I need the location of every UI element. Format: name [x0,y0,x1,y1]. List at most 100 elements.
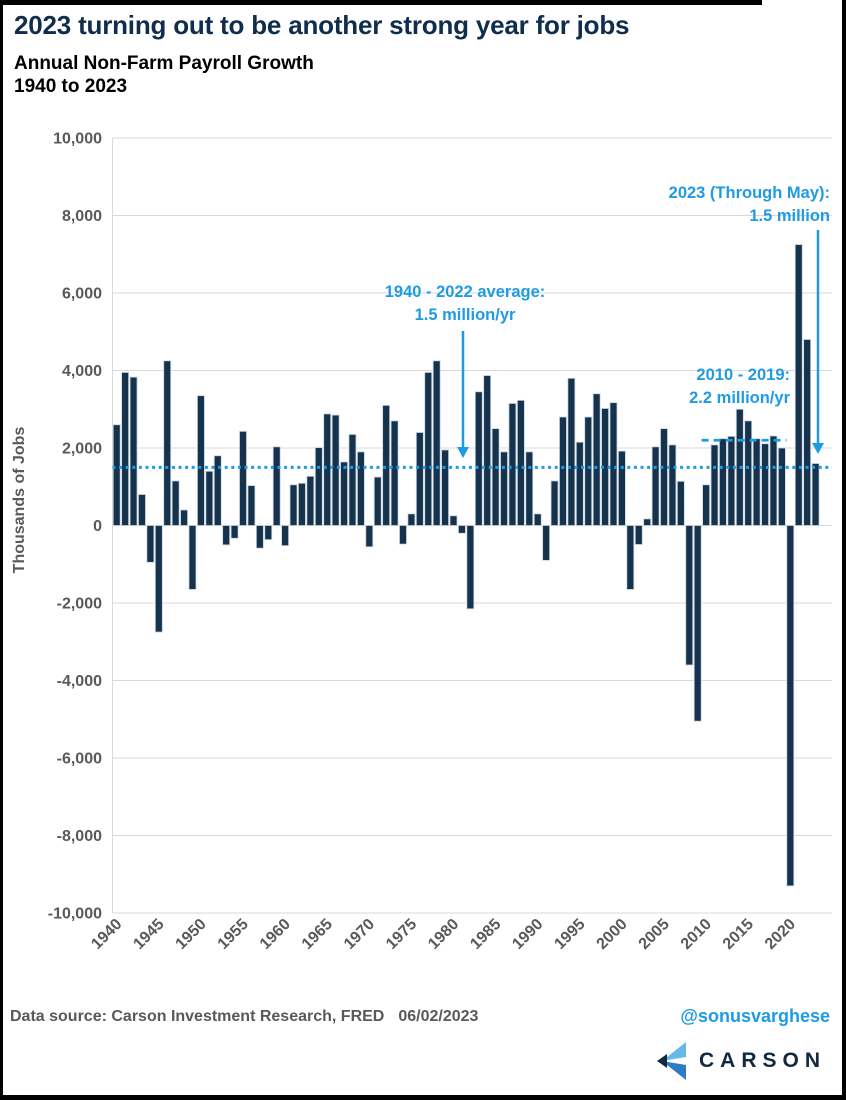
chart-subtitle: Annual Non-Farm Payroll Growth 1940 to 2… [14,52,314,98]
bar-2019 [777,447,786,526]
y-tick--8,000: -8,000 [57,828,102,845]
decade-annotation-line2: 2.2 million/yr [689,389,790,407]
bar-1969 [356,451,365,526]
average-annotation-arrowhead [457,447,469,458]
bar-2013 [727,435,736,526]
y-tick-8,000: 8,000 [62,208,102,225]
bar-1945 [154,525,163,633]
bar-1967 [340,461,348,526]
bar-1950 [197,395,205,526]
y-tick--10,000: -10,000 [48,906,102,923]
x-tick-1990: 1990 [509,916,546,953]
bar-1970 [365,525,374,548]
bottom-border [0,1095,846,1100]
x-tick-1985: 1985 [467,916,504,953]
y-tick-10,000: 10,000 [53,131,102,148]
x-tick-2010: 2010 [678,916,715,953]
bar-1983 [474,391,483,526]
subtitle-line-1: Annual Non-Farm Payroll Growth [14,53,314,74]
bar-2012 [719,438,727,526]
x-tick-1950: 1950 [173,916,210,953]
bar-1952 [213,455,222,526]
x-tick-2005: 2005 [636,916,673,953]
left-border [0,0,3,1100]
bar-2001 [626,525,635,590]
bar-1951 [205,470,214,526]
bar-1972 [382,404,391,526]
bar-2007 [676,480,685,526]
bar-1994 [567,377,576,526]
bar-1962 [298,482,306,526]
bar-2016 [752,438,761,526]
carson-logo-icon [656,1042,686,1080]
bar-1944 [146,525,155,563]
bar-2006 [668,444,677,526]
x-tick-1945: 1945 [130,916,167,953]
bar-1966 [331,414,340,526]
bar-1982 [466,525,475,610]
data-source-date: 06/02/2023 [398,1008,479,1025]
x-tick-1960: 1960 [257,916,294,953]
bar-2011 [710,444,719,526]
x-tick-1980: 1980 [425,916,462,953]
x-tick-1975: 1975 [383,916,420,953]
bar-2004 [651,446,660,526]
bar-1984 [483,375,492,526]
bar-2021 [794,244,803,526]
bar-1965 [323,413,332,526]
data-source-label: Data source: Carson Investment Research,… [10,1008,385,1025]
bar-2018 [769,435,778,526]
bar-1943 [138,494,146,526]
bar-1989 [525,451,534,526]
annotation-2023-line2: 1.5 million [749,207,830,225]
bar-1963 [306,475,315,526]
y-axis-title: Thousands of Jobs [11,427,28,574]
annotation-2023-line1: 2023 (Through May): [669,184,830,202]
bar-2008 [685,525,694,666]
bar-1971 [373,476,382,526]
bar-1958 [264,525,273,541]
bar-1956 [247,485,256,526]
bar-1961 [289,484,298,526]
bar-2022 [803,339,812,526]
x-tick-2020: 2020 [762,916,799,953]
x-tick-1970: 1970 [341,916,378,953]
bar-1954 [230,525,239,539]
bar-1947 [171,480,180,526]
carson-logo-wordmark: CARSON [698,1049,826,1072]
bar-1955 [239,430,247,526]
y-axis-tick-labels: 10,000 8,000 6,000 4,000 2,000 0 -2,000 -4,000 -… [48,131,102,923]
bar-1979 [441,449,449,526]
carson-logo: CARSON [656,1042,826,1080]
bar-1976 [415,432,424,526]
bar-1949 [188,525,197,590]
bar-chart: 10,000 8,000 6,000 4,000 2,000 0 -2,000 -4,000 -… [11,131,832,953]
y-tick-6,000: 6,000 [62,286,102,303]
bar-1991 [542,525,551,561]
y-tick-4,000: 4,000 [62,363,102,380]
x-tick-2000: 2000 [594,916,631,953]
bar-1993 [559,416,567,526]
x-tick-1955: 1955 [215,916,252,953]
bar-2000 [618,450,626,526]
bar-1973 [390,420,399,526]
bar-1957 [255,525,264,549]
y-tick--6,000: -6,000 [57,751,102,768]
bar-1981 [458,525,466,534]
right-border [842,0,846,1100]
y-tick-2,000: 2,000 [62,441,102,458]
bar-1974 [399,525,407,545]
bar-1999 [609,402,618,526]
x-tick-1965: 1965 [299,916,336,953]
x-tick-1995: 1995 [551,916,588,953]
annotation-2023-arrowhead [812,443,824,454]
twitter-handle: @sonusvarghese [680,1006,830,1026]
bar-1985 [491,428,500,526]
bar-1968 [348,434,357,526]
bar-1975 [407,513,416,526]
bar-1995 [575,441,584,526]
y-tick--4,000: -4,000 [57,673,102,690]
bar-1977 [424,372,433,526]
bar-series [112,244,820,887]
